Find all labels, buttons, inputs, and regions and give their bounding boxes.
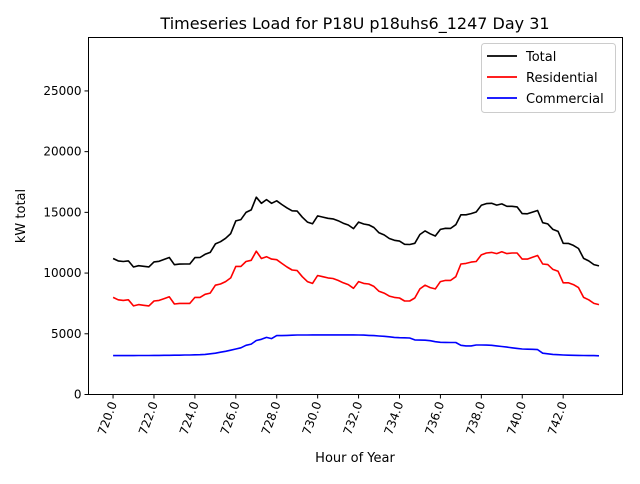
x-tick-label: 722.0 [136, 400, 161, 437]
y-tick-label: 20000 [43, 145, 81, 159]
x-tick-label: 728.0 [259, 400, 284, 437]
x-tick-label: 736.0 [422, 400, 447, 437]
x-tick-label: 732.0 [340, 400, 365, 437]
y-tick-label: 5000 [51, 327, 82, 341]
x-tick-label: 720.0 [95, 400, 120, 437]
series-line-residential [112, 250, 600, 307]
legend-label-residential: Residential [526, 71, 598, 86]
y-tick-label: 10000 [43, 266, 81, 280]
chart-title: Timeseries Load for P18U p18uhs6_1247 Da… [159, 14, 549, 34]
legend-label-commercial: Commercial [526, 92, 604, 107]
y-axis-label: kW total [14, 189, 29, 243]
legend-label-total: Total [525, 50, 556, 65]
x-tick-label: 730.0 [300, 400, 325, 437]
y-tick-label: 25000 [43, 84, 81, 98]
plot-frame [88, 37, 623, 395]
legend: Total Residential Commercial [481, 43, 616, 113]
series-line-total [112, 196, 600, 268]
x-tick-label: 742.0 [545, 400, 570, 437]
y-tick-label: 0 [74, 388, 82, 402]
y-tick-label: 15000 [43, 205, 81, 219]
legend-box [481, 43, 616, 113]
x-tick-label: 724.0 [177, 400, 202, 437]
x-tick-label: 738.0 [463, 400, 488, 437]
x-tick-label: 740.0 [504, 400, 529, 437]
x-tick-label: 734.0 [381, 400, 406, 437]
x-axis-label: Hour of Year [315, 451, 395, 466]
x-tick-label: 726.0 [218, 400, 243, 437]
series-line-commercial [113, 334, 600, 357]
